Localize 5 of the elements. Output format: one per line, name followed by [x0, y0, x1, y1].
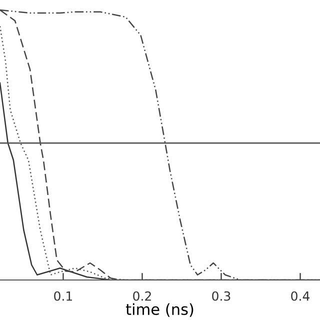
- x-tick-label: 0.4: [291, 291, 310, 301]
- x-tick-label: 0.3: [212, 291, 230, 301]
- x-tick-label: 0.1: [54, 291, 72, 301]
- x-axis-title: time (ns): [126, 303, 194, 317]
- x-tick-label: 0.2: [133, 291, 151, 301]
